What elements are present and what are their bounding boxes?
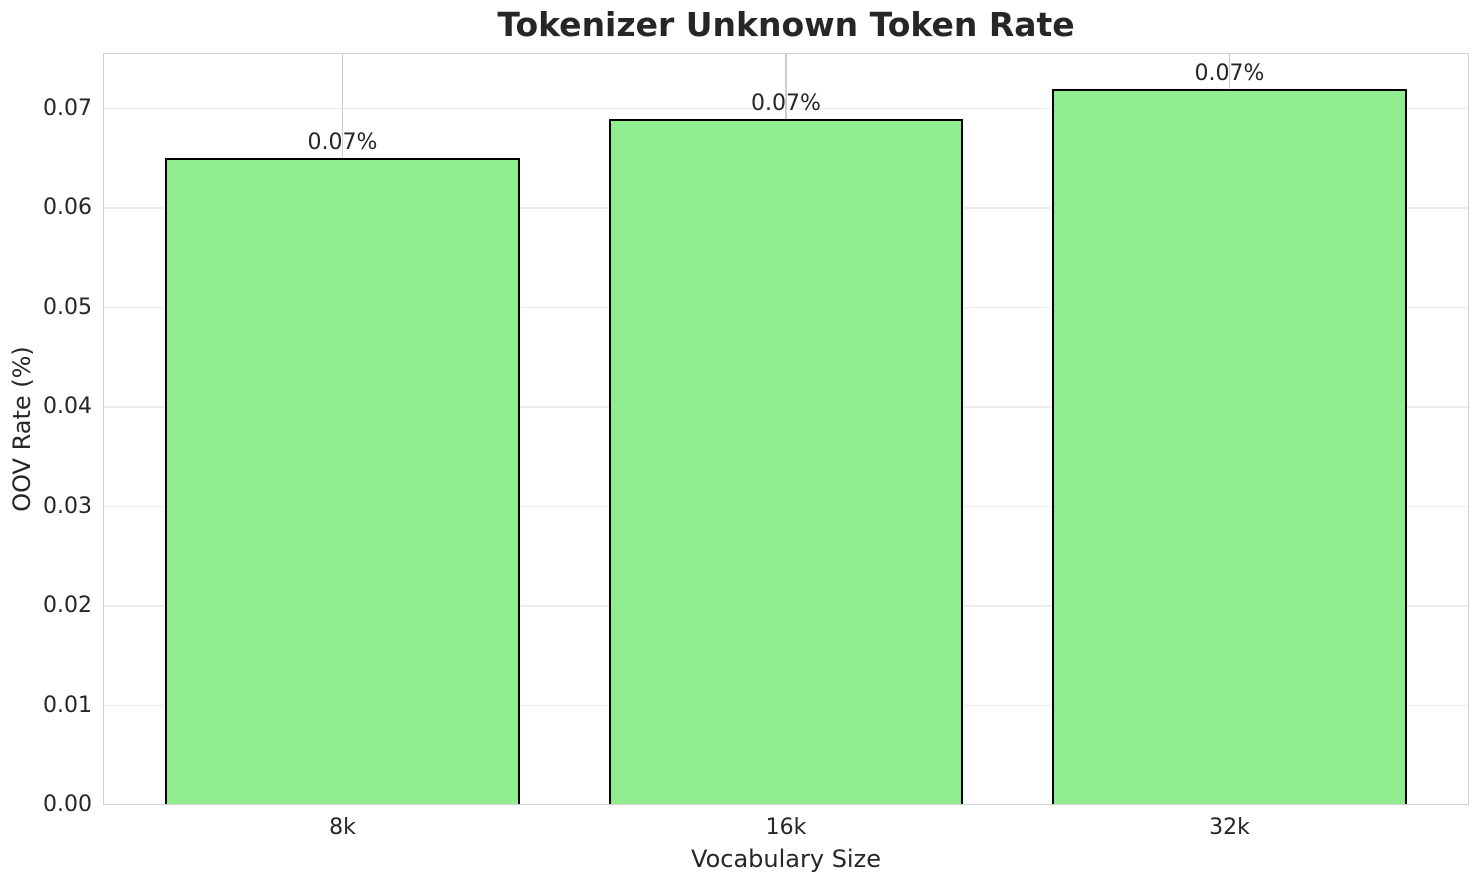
chart-title: Tokenizer Unknown Token Rate xyxy=(497,5,1075,44)
x-tick-label: 32k xyxy=(1209,815,1250,840)
y-tick-label: 0.05 xyxy=(43,294,92,320)
x-tick-label: 16k xyxy=(765,815,807,840)
y-tick-label: 0.02 xyxy=(43,593,92,619)
y-tick-label: 0.01 xyxy=(43,692,92,718)
y-axis-label: OOV Rate (%) xyxy=(8,346,36,512)
bar xyxy=(608,118,964,805)
y-tick-label: 0.04 xyxy=(43,394,92,420)
y-tick-label: 0.03 xyxy=(43,493,92,519)
bar xyxy=(165,158,520,805)
bar-value-label: 0.07% xyxy=(1194,60,1265,86)
y-tick-label: 0.06 xyxy=(43,195,92,221)
x-axis-label: Vocabulary Size xyxy=(691,845,881,873)
bar-value-label: 0.07% xyxy=(307,130,378,156)
x-tick-label: 8k xyxy=(329,815,356,840)
bar-value-label: 0.07% xyxy=(751,90,821,116)
y-tick-label: 0.07 xyxy=(43,95,92,121)
plot-area: 0.07% 0.07% 0.07% xyxy=(103,53,1469,805)
bar xyxy=(1052,88,1407,805)
y-tick-label: 0.00 xyxy=(43,792,92,817)
